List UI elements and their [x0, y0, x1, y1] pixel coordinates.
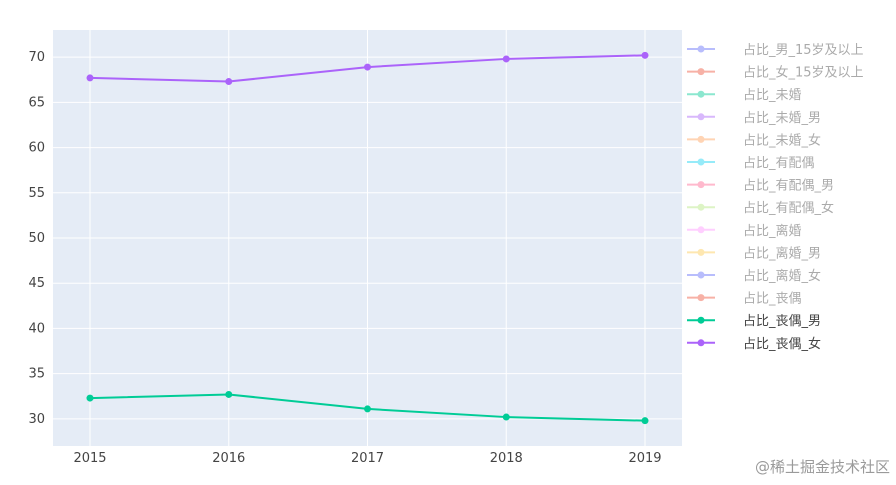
data-point[interactable]: [641, 51, 649, 59]
legend-item[interactable]: 占比_有配偶: [687, 156, 815, 171]
legend-label: 占比_有配偶_男: [743, 179, 834, 194]
data-point[interactable]: [364, 63, 371, 71]
data-point[interactable]: [502, 55, 510, 63]
legend-label: 占比_离婚_男: [743, 245, 821, 261]
legend-swatch-marker: [697, 203, 705, 211]
y-tick-label: 50: [28, 231, 45, 246]
data-point[interactable]: [225, 78, 233, 86]
legend-item[interactable]: 占比_有配偶_女: [687, 200, 834, 216]
legend-label: 占比_丧偶_女: [743, 336, 821, 352]
legend-item[interactable]: 占比_有配偶_男: [687, 179, 834, 194]
legend-item[interactable]: 占比_丧偶_男: [687, 314, 821, 329]
legend[interactable]: 占比_男_15岁及以上占比_女_15岁及以上占比_未婚占比_未婚_男占比_未婚_…: [687, 43, 864, 352]
y-tick-label: 35: [28, 367, 45, 382]
legend-label: 占比_有配偶_女: [743, 200, 834, 216]
legend-swatch-marker: [697, 248, 705, 256]
gridlines: [53, 30, 682, 446]
y-tick-label: 55: [28, 186, 45, 201]
series-13: [86, 51, 649, 86]
legend-item[interactable]: 占比_未婚: [687, 88, 802, 103]
series-layer: [86, 51, 649, 425]
data-point[interactable]: [225, 390, 233, 398]
legend-label: 占比_丧偶: [743, 292, 802, 307]
legend-label: 占比_未婚: [743, 88, 802, 103]
legend-item[interactable]: 占比_离婚_男: [687, 245, 821, 261]
x-tick-label: 2016: [212, 451, 245, 466]
legend-swatch-marker: [697, 294, 705, 302]
legend-label: 占比_男_15岁及以上: [743, 43, 864, 58]
x-tick-label: 2015: [73, 451, 106, 466]
data-point[interactable]: [502, 413, 510, 421]
legend-swatch-marker: [697, 45, 705, 53]
watermark: @稀土掘金技术社区: [754, 458, 890, 476]
legend-swatch-marker: [697, 181, 705, 189]
legend-swatch-marker: [697, 316, 705, 324]
x-tick-label: 2017: [351, 451, 384, 466]
legend-item[interactable]: 占比_离婚_女: [687, 268, 821, 284]
legend-label: 占比_丧偶_男: [743, 314, 821, 329]
legend-item[interactable]: 占比_未婚_女: [687, 132, 821, 148]
legend-item[interactable]: 占比_未婚_男: [687, 111, 821, 126]
y-tick-label: 45: [28, 276, 45, 291]
legend-swatch-marker: [697, 271, 705, 279]
legend-label: 占比_离婚_女: [743, 268, 821, 284]
data-point[interactable]: [86, 394, 94, 402]
legend-label: 占比_未婚_男: [743, 111, 821, 126]
x-tick-label: 2018: [490, 451, 523, 466]
legend-swatch-marker: [697, 68, 705, 76]
y-tick-label: 65: [28, 95, 45, 110]
x-tick-label: 2019: [628, 451, 661, 466]
series-12: [86, 390, 649, 425]
legend-swatch-marker: [697, 226, 705, 234]
legend-swatch-marker: [697, 90, 705, 98]
axis-labels: 30 35 40 45 50 55 60 65 70 2015 2016 2017 2018 2019: [28, 50, 661, 466]
y-tick-label: 70: [28, 50, 45, 65]
legend-label: 占比_女_15岁及以上: [743, 65, 864, 81]
legend-label: 占比_有配偶: [743, 156, 815, 171]
legend-item[interactable]: 占比_女_15岁及以上: [687, 65, 864, 81]
legend-item[interactable]: 占比_离婚: [687, 223, 802, 239]
legend-item[interactable]: 占比_男_15岁及以上: [687, 43, 864, 58]
data-point[interactable]: [641, 417, 649, 425]
y-tick-label: 40: [28, 321, 45, 336]
legend-item[interactable]: 占比_丧偶_女: [687, 336, 821, 352]
legend-swatch-marker: [697, 339, 705, 347]
legend-swatch-marker: [697, 158, 705, 166]
data-point[interactable]: [86, 74, 94, 82]
legend-item[interactable]: 占比_丧偶: [687, 292, 802, 307]
legend-swatch-marker: [697, 113, 705, 121]
legend-swatch-marker: [697, 135, 705, 143]
y-tick-label: 30: [28, 412, 45, 427]
data-point[interactable]: [364, 405, 371, 413]
legend-label: 占比_未婚_女: [743, 132, 821, 148]
legend-label: 占比_离婚: [743, 223, 802, 239]
y-tick-label: 60: [28, 141, 45, 156]
